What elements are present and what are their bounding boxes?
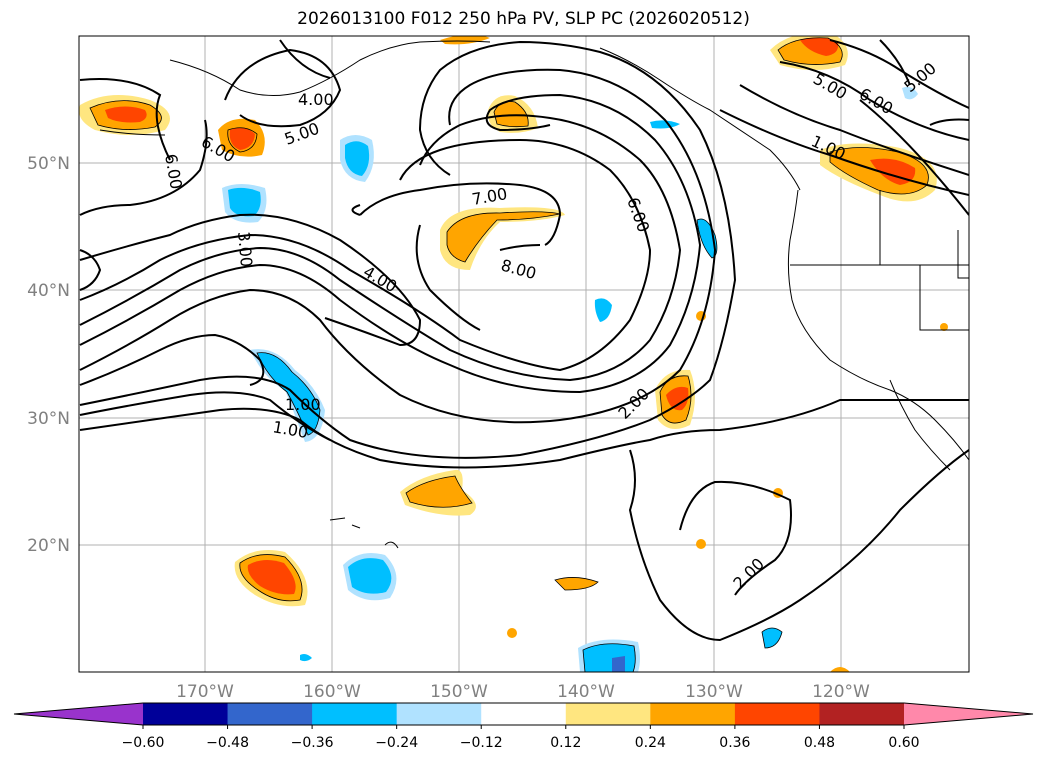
pv-blob [348, 558, 392, 594]
colorbar-segment [481, 703, 567, 725]
colorbar-extend-low [14, 703, 143, 725]
contour-line [719, 109, 969, 196]
pv-blob [494, 101, 529, 127]
contour-label: 4.00 [298, 90, 334, 109]
colorbar-segment [565, 703, 651, 725]
colorbar-segment [819, 703, 905, 725]
pv-blob [940, 323, 948, 331]
contour-label: 1.00 [285, 395, 321, 414]
pv-blob [902, 86, 918, 100]
contour-line [79, 391, 331, 441]
contour-line [279, 39, 331, 79]
pv-blob [507, 628, 517, 638]
colorbar-tick-label: 0.24 [635, 735, 666, 751]
contour-line [79, 68, 717, 424]
lon-label: 140°W [557, 682, 615, 702]
pv-blob [696, 539, 706, 549]
colorbar-tick-label: −0.12 [460, 735, 503, 751]
pv-blob [228, 187, 261, 217]
lon-label: 120°W [812, 682, 870, 702]
colorbar-extend-high [904, 703, 1033, 725]
contour-line [79, 40, 737, 459]
lat-label: 50°N [27, 154, 70, 174]
pv-blob [257, 352, 320, 435]
pv-blob [300, 654, 312, 662]
colorbar-segment [143, 703, 229, 725]
pv-blob [440, 36, 490, 45]
colorbar-segment [396, 703, 482, 725]
contour-line [79, 119, 208, 216]
map-title: 2026013100 F012 250 hPa PV, SLP PC (2026… [297, 9, 750, 29]
contour-line [739, 84, 969, 176]
lon-label: 170°W [176, 682, 234, 702]
lat-label: 40°N [27, 281, 70, 301]
contour-label: 3.00 [234, 231, 256, 268]
contour-line [499, 244, 541, 251]
contour-line [779, 61, 969, 141]
pv-blob [406, 476, 472, 508]
contour-line [79, 78, 171, 161]
contour-line [79, 138, 652, 372]
colorbar: −0.60 −0.48 −0.36 −0.24 −0.12 0.12 0.24 0.36 0.4… [13, 702, 1034, 751]
contour-line [679, 480, 792, 596]
pv-blob [229, 127, 255, 150]
contour-line [79, 213, 422, 347]
pv-blob [583, 643, 636, 672]
pv-blob [612, 656, 625, 672]
lon-label: 160°W [303, 682, 361, 702]
pv-blob [345, 141, 370, 176]
plot-frame [78, 35, 970, 673]
colorbar-segment [734, 703, 820, 725]
lat-axis: 50°N 40°N 30°N 20°N [27, 154, 70, 556]
contour-line [224, 48, 342, 128]
lon-label: 130°W [685, 682, 743, 702]
contour-line [351, 204, 361, 216]
pv-blob [666, 386, 689, 411]
pv-blob [800, 37, 839, 56]
colorbar-tick-label: 0.36 [719, 735, 750, 751]
colorbar-tick-label: −0.36 [291, 735, 334, 751]
contour-line [79, 93, 702, 394]
colorbar-segment [312, 703, 398, 725]
colorbar-tick-label: 0.60 [888, 735, 919, 751]
colorbar-segment [227, 703, 313, 725]
contour-line [628, 449, 969, 642]
pv-blob [830, 667, 850, 672]
slp-contours [79, 39, 969, 642]
colorbar-tick-label: −0.60 [122, 735, 165, 751]
contour-line [79, 249, 102, 291]
pv-blob [594, 298, 612, 322]
colorbar-tick-label: −0.24 [375, 735, 418, 751]
pv-blob [105, 106, 147, 123]
contour-line [79, 114, 682, 382]
lon-axis: 170°W 160°W 150°W 140°W 130°W 120°W [176, 682, 870, 702]
contour-line [829, 39, 969, 109]
colorbar-tick-label: 0.48 [804, 735, 835, 751]
pv-blob [247, 559, 296, 595]
lat-label: 20°N [27, 536, 70, 556]
contour-line [359, 182, 562, 246]
contour-line [79, 333, 265, 386]
contour-line [929, 118, 969, 126]
contour-line [415, 224, 481, 331]
colorbar-tick-label: −0.48 [206, 735, 249, 751]
lon-label: 150°W [430, 682, 488, 702]
contour-line [859, 99, 969, 216]
colorbar-tick-label: 0.12 [550, 735, 581, 751]
contour-line [879, 39, 911, 86]
pv-blob [555, 577, 598, 590]
pv-blob [447, 211, 560, 262]
pv-blob [650, 120, 680, 129]
colorbar-segment [650, 703, 736, 725]
pv-blob [762, 628, 782, 648]
contour-line [79, 398, 969, 469]
lat-label: 30°N [27, 409, 70, 429]
